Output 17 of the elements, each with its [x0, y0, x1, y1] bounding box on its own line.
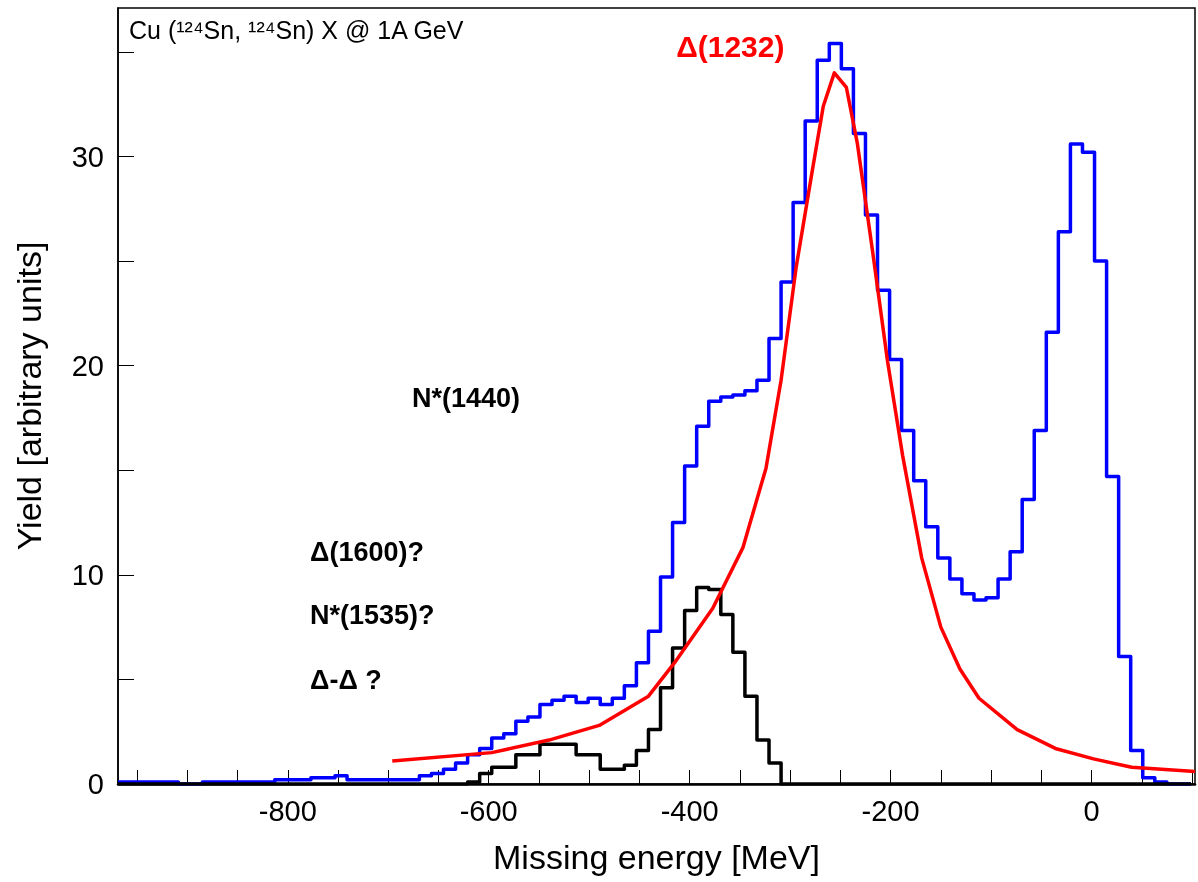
y-tick-label: 0 — [87, 768, 104, 800]
series-label: Δ(1232) — [676, 30, 785, 64]
annotation: Δ-Δ ? — [310, 665, 382, 695]
y-tick-label: 30 — [71, 140, 104, 173]
annotation: N*(1440) — [412, 383, 521, 413]
y-tick-label: 20 — [71, 349, 104, 382]
x-axis-title: Missing energy [MeV] — [493, 838, 820, 876]
y-axis-title: Yield [arbitrary units] — [10, 241, 48, 551]
y-tick-label: 10 — [71, 558, 104, 591]
annotation: Δ(1600)? — [310, 537, 424, 567]
x-tick-label: -600 — [459, 794, 518, 827]
x-tick-label: -800 — [258, 794, 317, 827]
annotation: N*(1535)? — [310, 600, 435, 630]
x-tick-label: 0 — [1083, 794, 1100, 827]
x-tick-label: -400 — [660, 794, 719, 827]
x-tick-label: -200 — [861, 794, 920, 827]
chart-title: Cu (¹²⁴Sn, ¹²⁴Sn) X @ 1A GeV — [129, 15, 464, 44]
